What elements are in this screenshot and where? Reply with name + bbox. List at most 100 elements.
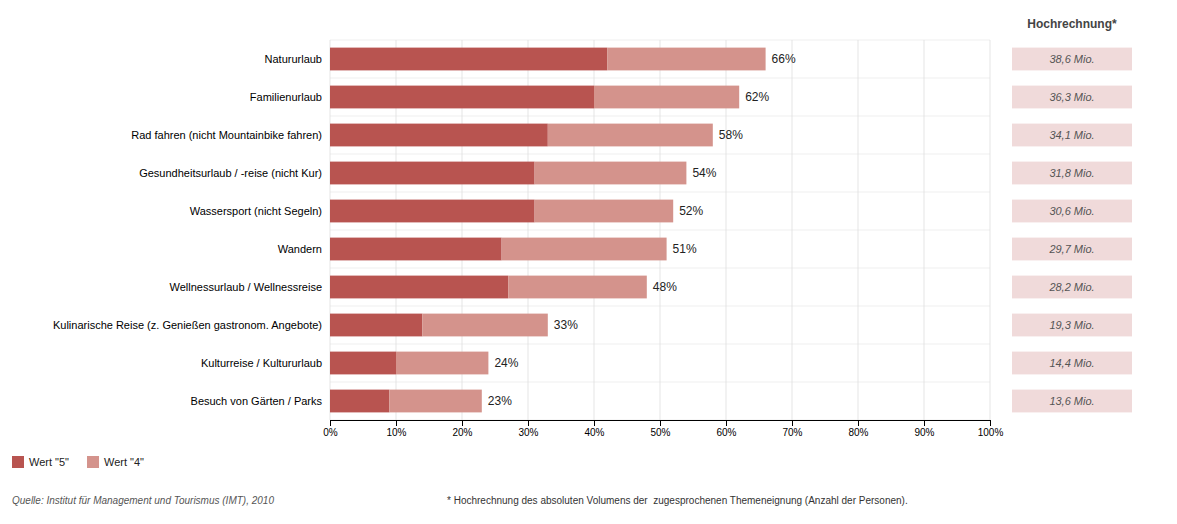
hochrechnung-box bbox=[1012, 276, 1132, 299]
tick: 60% bbox=[716, 420, 736, 438]
hochrechnung-box bbox=[1012, 352, 1132, 375]
hochrechnung-box bbox=[1012, 48, 1132, 71]
tick: Wellnessurlaub / Wellnessreise bbox=[170, 281, 322, 293]
row-separator bbox=[330, 230, 990, 231]
bar bbox=[594, 86, 739, 109]
hochrechnung-value: 36,3 Mio. bbox=[1049, 91, 1094, 103]
tick-label: 30% bbox=[518, 427, 538, 438]
bar bbox=[422, 314, 547, 337]
bar bbox=[396, 352, 488, 375]
bar bbox=[548, 124, 713, 147]
hochrechnung-value: 14,4 Mio. bbox=[1049, 357, 1094, 369]
tick-mark bbox=[330, 420, 331, 426]
bar bbox=[535, 200, 674, 223]
tick-label: 20% bbox=[452, 427, 472, 438]
row-separator bbox=[330, 344, 990, 345]
hochrechnung-box bbox=[1012, 162, 1132, 185]
tick-label: 60% bbox=[716, 427, 736, 438]
row-separator bbox=[330, 382, 990, 383]
y-axis: Natururlaub Familienurlaub Rad fahren (nic… bbox=[53, 53, 323, 407]
bar bbox=[508, 276, 647, 299]
series bbox=[389, 48, 765, 413]
row-separator bbox=[330, 268, 990, 269]
bar bbox=[330, 48, 607, 71]
chart: 66%62%58%54%52%51%48%33%24%23%0%10%20%30… bbox=[0, 0, 1177, 524]
hochrechnung-box bbox=[1012, 314, 1132, 337]
total-label: 24% bbox=[494, 356, 518, 370]
source: Quelle: Institut für Management und Tour… bbox=[12, 495, 274, 506]
bar bbox=[502, 238, 667, 261]
legend-label: Wert "4" bbox=[104, 456, 144, 468]
total-label: 62% bbox=[745, 90, 769, 104]
bar bbox=[330, 352, 396, 375]
row-separator bbox=[330, 78, 990, 79]
tick: 40% bbox=[584, 420, 604, 438]
hochrechnung-value: 28,2 Mio. bbox=[1048, 281, 1094, 293]
row-separator bbox=[330, 306, 990, 307]
axis-line bbox=[331, 421, 991, 427]
hochrechnung-value: 31,8 Mio. bbox=[1049, 167, 1094, 179]
grid bbox=[330, 40, 990, 420]
tick-label: 50% bbox=[650, 427, 670, 438]
x-axis: 0%10%20%30%40%50%60%70%80%90%100% bbox=[323, 420, 1003, 438]
footnote: * Hochrechnung des absoluten Volumens de… bbox=[447, 495, 908, 506]
tick-mark bbox=[990, 420, 991, 426]
hochrechnung-value: 13,6 Mio. bbox=[1049, 395, 1094, 407]
legend-label: Wert "5" bbox=[29, 456, 69, 468]
row-separator bbox=[330, 192, 990, 193]
tick-label: Wandern bbox=[278, 243, 322, 255]
hochrechnung-value: 34,1 Mio. bbox=[1049, 129, 1094, 141]
hochrechnung-box bbox=[1012, 390, 1132, 413]
tick: Besuch von Gärten / Parks bbox=[191, 395, 323, 407]
total-label: 48% bbox=[653, 280, 677, 294]
row-separator bbox=[330, 116, 990, 117]
total-label: 54% bbox=[692, 166, 716, 180]
series bbox=[330, 48, 607, 413]
row-separator bbox=[330, 154, 990, 155]
bar bbox=[330, 276, 508, 299]
total-label: 33% bbox=[554, 318, 578, 332]
hochrechnung-value: 19,3 Mio. bbox=[1049, 319, 1094, 331]
total-label: 51% bbox=[673, 242, 697, 256]
tick: 20% bbox=[452, 420, 472, 438]
tick-mark bbox=[528, 420, 529, 426]
hochrechnung-panel: 38,6 Mio.36,3 Mio.34,1 Mio.31,8 Mio.30,6… bbox=[1012, 17, 1132, 412]
tick: 80% bbox=[848, 420, 868, 438]
tick: 30% bbox=[518, 420, 538, 438]
legend-swatch bbox=[12, 456, 24, 468]
total-label: 66% bbox=[772, 52, 796, 66]
tick-label: 100% bbox=[978, 427, 1004, 438]
tick: Familienurlaub bbox=[250, 91, 322, 103]
tick-label: 80% bbox=[848, 427, 868, 438]
bar bbox=[330, 124, 548, 147]
bar bbox=[607, 48, 765, 71]
tick-mark bbox=[660, 420, 661, 426]
legend-item: Wert "4" bbox=[87, 456, 144, 468]
hochrechnung-box bbox=[1012, 86, 1132, 109]
tick: Kulinarische Reise (z. Genießen gastrono… bbox=[53, 319, 322, 331]
tick-label: Kulturreise / Kultururlaub bbox=[201, 357, 322, 369]
row-separator bbox=[330, 40, 990, 41]
tick-label: 10% bbox=[386, 427, 406, 438]
tick-label: Familienurlaub bbox=[250, 91, 322, 103]
bar bbox=[330, 238, 502, 261]
tick: Natururlaub bbox=[265, 53, 322, 65]
tick: Wassersport (nicht Segeln) bbox=[190, 205, 322, 217]
total-label: 52% bbox=[679, 204, 703, 218]
tick-mark bbox=[594, 420, 595, 426]
bar bbox=[330, 86, 594, 109]
hochrechnung-box bbox=[1012, 200, 1132, 223]
tick-label: 40% bbox=[584, 427, 604, 438]
tick-label: Wassersport (nicht Segeln) bbox=[190, 205, 322, 217]
tick-label: 70% bbox=[782, 427, 802, 438]
tick-label: Rad fahren (nicht Mountainbike fahren) bbox=[131, 129, 322, 141]
tick: 10% bbox=[386, 420, 406, 438]
tick: Wandern bbox=[278, 243, 322, 255]
tick: 70% bbox=[782, 420, 802, 438]
bar bbox=[330, 200, 535, 223]
row-separators bbox=[330, 40, 990, 420]
bar bbox=[330, 162, 535, 185]
bar bbox=[330, 390, 389, 413]
tick: Kulturreise / Kultururlaub bbox=[201, 357, 322, 369]
tick-mark bbox=[858, 420, 859, 426]
